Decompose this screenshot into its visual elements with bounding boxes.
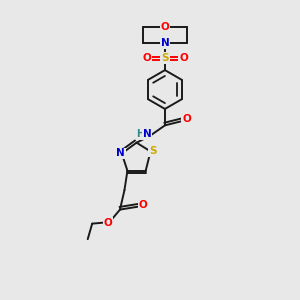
Text: S: S [149,146,157,156]
Text: N: N [116,148,125,158]
Text: O: O [104,218,112,228]
Text: O: O [139,200,147,210]
Text: N: N [142,129,152,139]
Text: N: N [160,38,169,48]
Text: O: O [160,22,169,32]
Text: O: O [179,53,188,63]
Text: O: O [142,53,151,63]
Text: H: H [136,129,145,139]
Text: S: S [161,53,169,63]
Text: O: O [182,114,191,124]
